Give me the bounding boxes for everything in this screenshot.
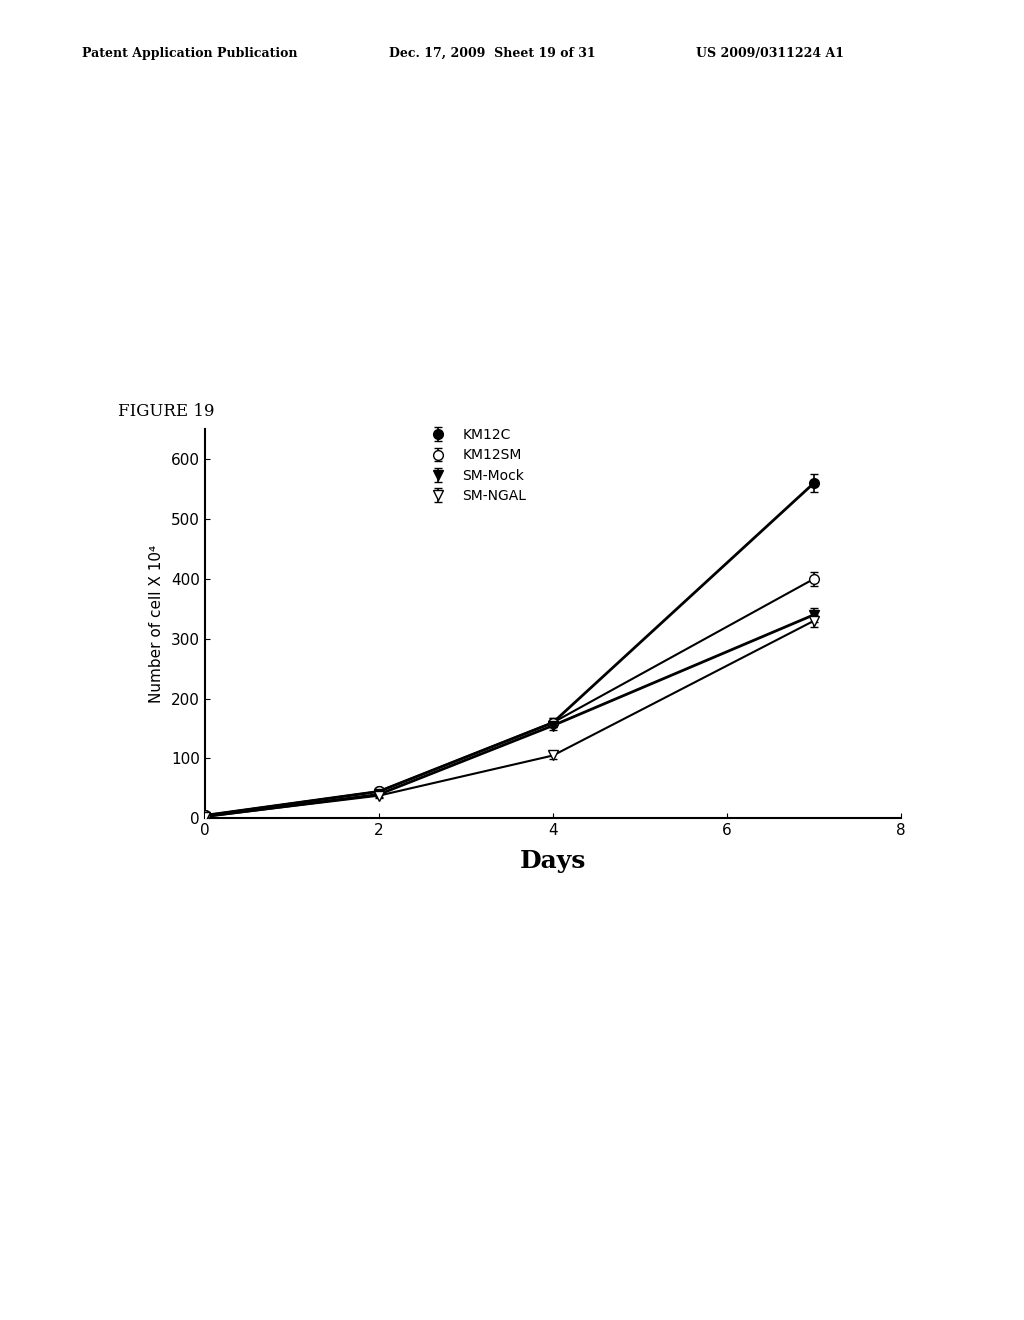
Text: US 2009/0311224 A1: US 2009/0311224 A1 <box>696 46 845 59</box>
Text: Dec. 17, 2009  Sheet 19 of 31: Dec. 17, 2009 Sheet 19 of 31 <box>389 46 596 59</box>
X-axis label: Days: Days <box>520 849 586 874</box>
Y-axis label: Number of cell X 10⁴: Number of cell X 10⁴ <box>150 545 164 702</box>
Text: FIGURE 19: FIGURE 19 <box>118 403 214 420</box>
Legend: KM12C, KM12SM, SM-Mock, SM-NGAL: KM12C, KM12SM, SM-Mock, SM-NGAL <box>421 428 526 503</box>
Text: Patent Application Publication: Patent Application Publication <box>82 46 297 59</box>
